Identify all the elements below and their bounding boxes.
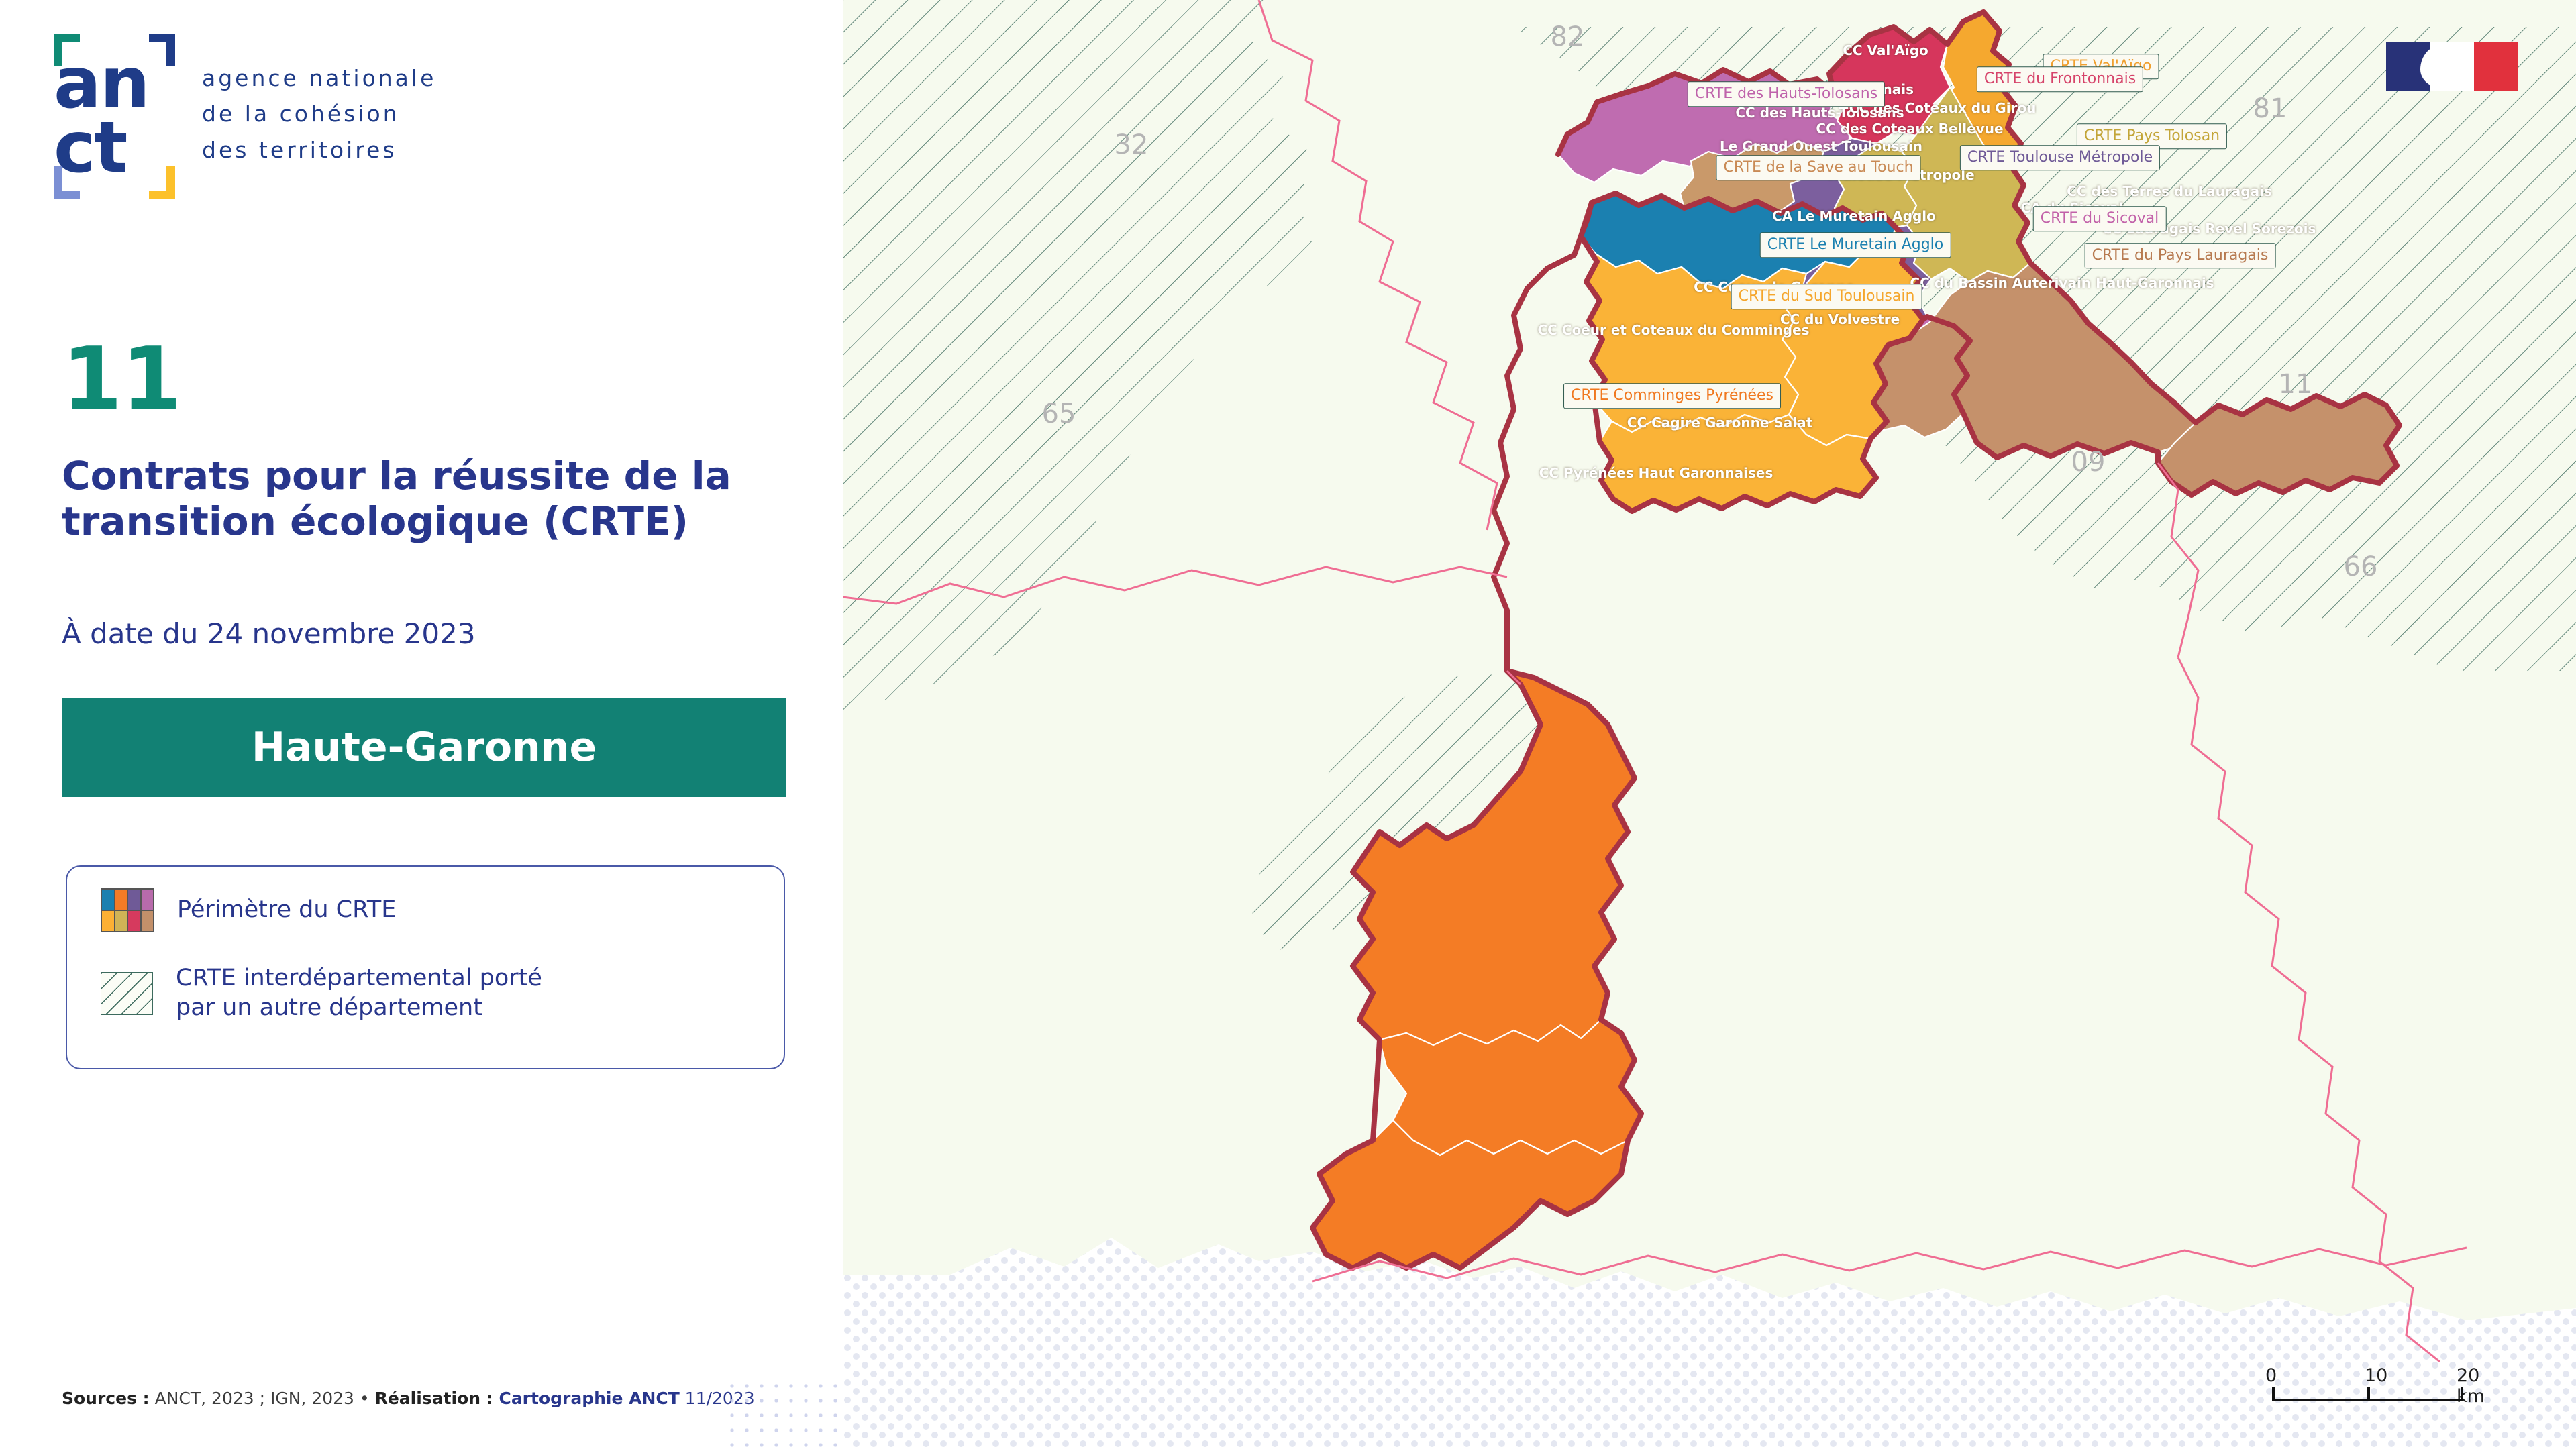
map-canvas[interactable]: 0 10 20 km 82 32 81 65 11 09 66 CC Val'Aïgo CC … [843, 0, 2576, 1449]
legend-label-interdepartmental: CRTE interdépartemental porté par un autr… [176, 964, 542, 1023]
legend-item-perimeter: Périmètre du CRTE [101, 888, 396, 932]
scalebar-tick-10: 10 [2365, 1365, 2388, 1386]
crte-count: 11 [62, 328, 182, 430]
brand-line-2: de la cohésion [202, 101, 400, 127]
hatched-zone-northwest [843, 0, 1312, 724]
legend-item-interdepartmental: CRTE interdépartemental porté par un autr… [101, 964, 542, 1023]
page-title: Contrats pour la réussite de la transiti… [62, 453, 731, 545]
brand-line-3: des territoires [202, 136, 397, 163]
sources-label: Sources : [62, 1389, 150, 1408]
legend-label-line: par un autre département [176, 994, 482, 1021]
bracket-top-left-icon [54, 34, 80, 66]
legend-label-line: CRTE interdépartemental porté [176, 965, 542, 991]
bracket-top-right-icon [149, 34, 175, 66]
legend-color-swatch [101, 888, 154, 932]
scalebar-tick-mark-1 [2367, 1387, 2370, 1401]
anct-logo: an ct agence nationale de la cohésion de… [54, 34, 436, 199]
bracket-bottom-right-icon [149, 166, 175, 199]
page-subtitle: À date du 24 novembre 2023 [62, 617, 476, 650]
sources-value: ANCT, 2023 ; IGN, 2023 • [149, 1389, 375, 1408]
department-banner: Haute-Garonne [62, 698, 786, 797]
map-scalebar: 0 10 20 km [2265, 1365, 2507, 1419]
scalebar-tick-20: 20 km [2457, 1365, 2485, 1407]
department-outline-haute-garonne [1555, 9, 2402, 514]
scalebar-tick-0: 0 [2265, 1365, 2277, 1386]
anct-wordmark: agence nationale de la cohésion des terr… [202, 60, 436, 168]
department-outline-south [1310, 200, 1644, 1271]
map-vector [843, 0, 2576, 1449]
realisation-label: Réalisation : [374, 1389, 493, 1408]
scalebar-tick-mark-2 [2461, 1387, 2463, 1401]
foreign-territory-area [843, 1238, 2576, 1449]
info-panel: an ct agence nationale de la cohésion de… [0, 0, 843, 1449]
map-legend: Périmètre du CRTE CRTE interdépartementa… [66, 865, 785, 1069]
bracket-bottom-left-icon [54, 166, 80, 199]
department-name: Haute-Garonne [251, 724, 597, 771]
logo-ct-text: ct [54, 107, 127, 189]
french-republic-flag-logo [2386, 42, 2518, 91]
brand-line-1: agence nationale [202, 65, 437, 91]
scalebar-tick-mark-0 [2272, 1387, 2275, 1401]
realisation-value: Cartographie ANCT [493, 1389, 680, 1408]
hatched-zone-west-band [1245, 671, 1541, 953]
logo-an-text: an [54, 42, 150, 124]
flag-red-band [2473, 42, 2518, 91]
neighbour-dept-borders [843, 0, 2467, 1363]
flag-white-band [2420, 42, 2474, 91]
anct-logo-mark: an ct [54, 34, 175, 199]
dot-pattern-decoration [725, 1379, 843, 1449]
marianne-profile-icon [2420, 44, 2468, 89]
region-cc-cagire-garonne-salat[interactable] [1378, 1018, 1643, 1157]
legend-label-perimeter: Périmètre du CRTE [177, 896, 397, 924]
legend-hatch-swatch [101, 971, 153, 1015]
sources-footer: Sources : ANCT, 2023 ; IGN, 2023 • Réali… [62, 1389, 755, 1408]
